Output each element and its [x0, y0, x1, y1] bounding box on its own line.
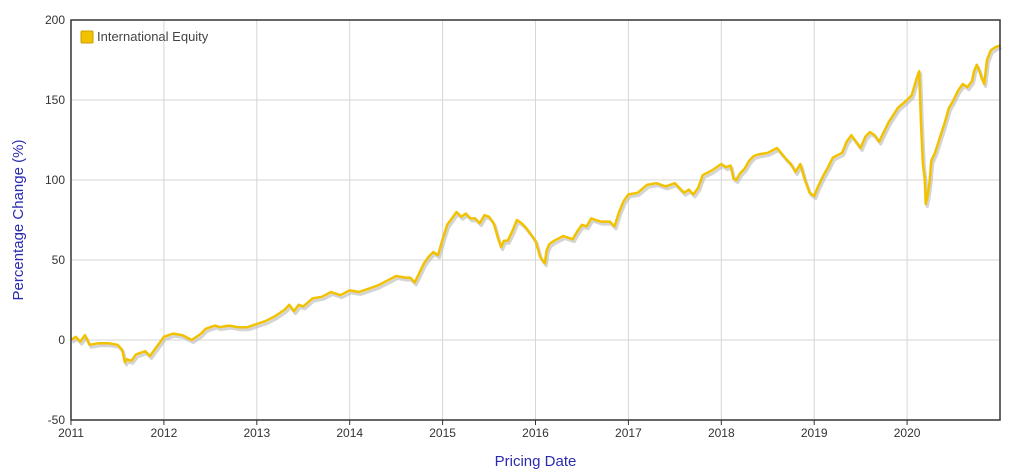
x-tick-label: 2015 — [429, 426, 456, 440]
x-tick-label: 2019 — [801, 426, 828, 440]
y-tick-label: 100 — [45, 173, 65, 187]
y-axis-title: Percentage Change (%) — [10, 140, 27, 301]
x-tick-label: 2017 — [615, 426, 642, 440]
series-line-international-equity — [70, 44, 1001, 364]
x-tick-label: 2011 — [58, 426, 84, 440]
legend-label[interactable]: International Equity — [97, 29, 209, 44]
x-tick-label: 2014 — [336, 426, 363, 440]
x-axis-ticks: 2011 2012 2013 2014 2015 2016 2017 2018 2019 2020 — [58, 420, 921, 440]
y-tick-label: 200 — [45, 13, 65, 27]
y-tick-label: 0 — [58, 333, 65, 347]
x-tick-label: 2012 — [151, 426, 178, 440]
series-layer — [70, 44, 1002, 367]
y-tick-label: 50 — [52, 253, 66, 267]
x-axis-title: Pricing Date — [495, 453, 577, 470]
x-tick-label: 2020 — [894, 426, 921, 440]
y-axis-ticks: -50 0 50 100 150 200 — [45, 13, 65, 427]
legend-swatch[interactable] — [80, 30, 94, 44]
y-tick-label: -50 — [48, 413, 66, 427]
legend[interactable]: International Equity — [80, 29, 209, 44]
grid — [70, 19, 1000, 421]
series-shadow — [71, 46, 1002, 367]
y-tick-label: 150 — [45, 93, 65, 107]
x-tick-label: 2013 — [243, 426, 270, 440]
x-tick-label: 2016 — [522, 426, 549, 440]
x-tick-label: 2018 — [708, 426, 735, 440]
